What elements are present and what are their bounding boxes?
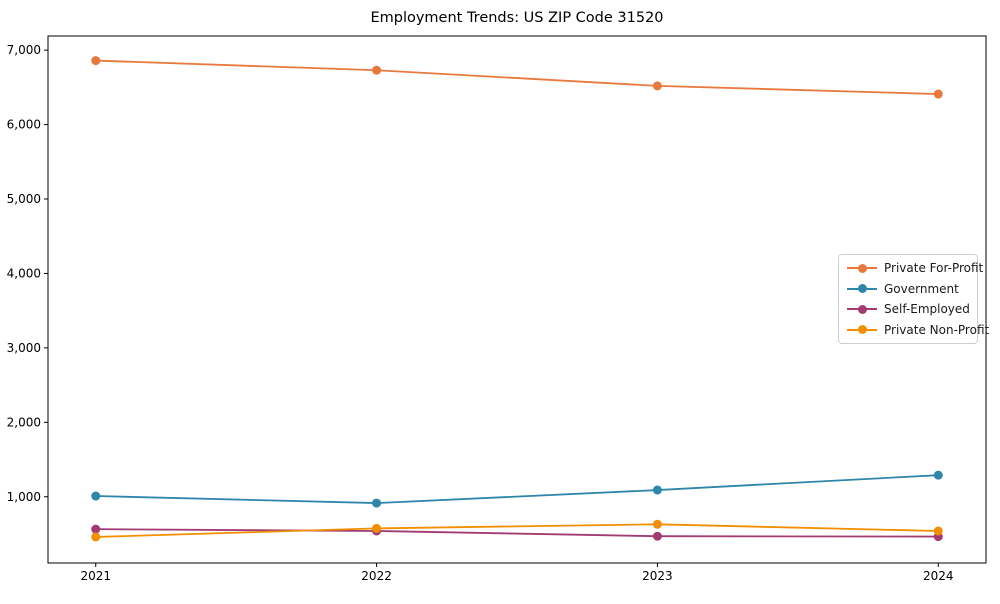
series-point-self-employed (91, 524, 101, 534)
series-line-private-for-profit (95, 59, 939, 95)
legend-marker-icon (847, 263, 877, 274)
series-point-private-non-profit (933, 526, 943, 536)
series-point-private-non-profit (91, 532, 101, 542)
series-line-private-non-profit (95, 523, 939, 538)
x-tick-label: 2023 (642, 569, 673, 583)
x-tick-label: 2024 (923, 569, 954, 583)
legend-marker-icon (847, 304, 877, 315)
y-tick-label: 1,000 (7, 490, 41, 504)
series-point-government (933, 470, 943, 480)
y-tick-label: 4,000 (7, 266, 41, 280)
y-tick-label: 6,000 (7, 118, 41, 132)
x-tick-label: 2021 (80, 569, 111, 583)
legend-label: Private Non-Profit (884, 322, 990, 337)
chart-title: Employment Trends: US ZIP Code 31520 (370, 10, 664, 26)
series-point-private-for-profit (933, 89, 943, 99)
series-point-government (91, 491, 101, 501)
x-tick-label: 2022 (361, 569, 392, 583)
legend-entry-private-non-profit: Private Non-Profit (839, 320, 989, 340)
legend-entry-government: Government (839, 279, 977, 299)
series-point-private-for-profit (652, 81, 662, 91)
series-point-self-employed (652, 531, 662, 541)
y-tick-label: 3,000 (7, 341, 41, 355)
plot-border (47, 35, 987, 564)
legend-label: Government (884, 281, 959, 296)
legend-marker-icon (847, 283, 877, 294)
legend-marker-icon (847, 324, 877, 335)
y-tick-label: 2,000 (7, 415, 41, 429)
legend-entry-private-for-profit: Private For-Profit (839, 258, 983, 278)
series-point-private-non-profit (372, 523, 382, 533)
legend: Private For-Profit Government Self-Employe… (838, 254, 989, 344)
series-point-private-non-profit (652, 519, 662, 529)
series-point-private-for-profit (372, 65, 382, 75)
legend-label: Self-Employed (884, 302, 970, 317)
series-line-government (95, 474, 939, 504)
series-point-private-for-profit (91, 56, 101, 66)
y-tick-label: 5,000 (7, 192, 41, 206)
series-point-government (372, 498, 382, 508)
series-line-self-employed (95, 528, 939, 538)
series-point-government (652, 485, 662, 495)
legend-label: Private For-Profit (884, 261, 984, 276)
y-tick-label: 7,000 (7, 43, 41, 57)
legend-entry-self-employed: Self-Employed (839, 299, 977, 319)
